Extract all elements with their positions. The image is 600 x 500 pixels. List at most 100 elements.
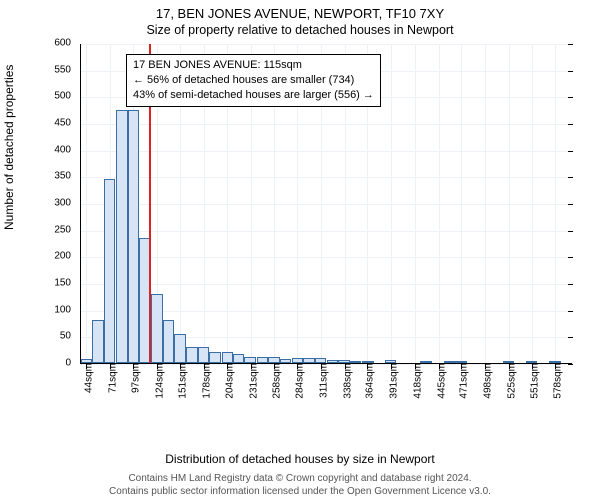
y-tick-label: 400 bbox=[54, 144, 81, 155]
x-tick-label: 471sqm bbox=[453, 363, 470, 399]
histogram-bar bbox=[503, 361, 514, 363]
gridline-h bbox=[81, 124, 572, 125]
gridline-v bbox=[439, 44, 440, 363]
histogram-bar bbox=[268, 357, 279, 363]
x-tick-label: 338sqm bbox=[336, 363, 353, 399]
title-sub: Size of property relative to detached ho… bbox=[0, 21, 600, 37]
y-tick-mark bbox=[568, 311, 573, 312]
y-tick-mark bbox=[568, 337, 573, 338]
y-tick-mark bbox=[568, 231, 573, 232]
histogram-bar bbox=[444, 361, 455, 363]
x-tick-label: 231sqm bbox=[242, 363, 259, 399]
x-tick-label: 311sqm bbox=[312, 363, 329, 398]
y-tick-label: 300 bbox=[54, 198, 81, 209]
histogram-bar bbox=[350, 361, 361, 363]
gridline-v bbox=[86, 44, 87, 363]
y-tick-label: 500 bbox=[54, 91, 81, 102]
y-tick-label: 600 bbox=[54, 38, 81, 49]
x-tick-label: 151sqm bbox=[172, 363, 189, 399]
x-tick-label: 258sqm bbox=[266, 363, 283, 399]
histogram-bar bbox=[128, 110, 139, 363]
histogram-bar bbox=[104, 179, 115, 363]
y-tick-mark bbox=[568, 97, 573, 98]
x-tick-label: 204sqm bbox=[218, 363, 235, 399]
info-box: 17 BEN JONES AVENUE: 115sqm ← 56% of det… bbox=[126, 54, 381, 107]
y-tick-label: 150 bbox=[54, 278, 81, 289]
histogram-bar bbox=[244, 357, 255, 363]
y-tick-mark bbox=[568, 44, 573, 45]
histogram-bar bbox=[385, 360, 396, 363]
histogram-bar bbox=[163, 320, 174, 363]
histogram-bar bbox=[257, 357, 268, 363]
x-tick-label: 498sqm bbox=[477, 363, 494, 399]
histogram-bar bbox=[151, 294, 162, 363]
histogram-bar bbox=[233, 354, 244, 363]
y-axis-label: Number of detached properties bbox=[2, 65, 16, 230]
gridline-h bbox=[81, 177, 572, 178]
histogram-bar bbox=[222, 352, 233, 363]
y-tick-mark bbox=[568, 204, 573, 205]
gridline-h bbox=[81, 231, 572, 232]
histogram-bar bbox=[292, 358, 303, 363]
x-tick-label: 391sqm bbox=[383, 363, 400, 399]
gridline-h bbox=[81, 257, 572, 258]
x-tick-label: 364sqm bbox=[359, 363, 376, 399]
histogram-bar bbox=[338, 360, 349, 363]
gridline-h bbox=[81, 284, 572, 285]
x-tick-label: 71sqm bbox=[101, 363, 118, 393]
histogram-bar bbox=[420, 361, 431, 363]
chart: 05010015020025030035040045050055060044sq… bbox=[38, 44, 578, 424]
gridline-h bbox=[81, 204, 572, 205]
y-tick-mark bbox=[568, 364, 573, 365]
histogram-bar bbox=[81, 359, 92, 363]
y-tick-label: 50 bbox=[60, 331, 81, 342]
info-line-3: 43% of semi-detached houses are larger (… bbox=[133, 88, 374, 103]
y-tick-label: 100 bbox=[54, 304, 81, 315]
y-tick-label: 250 bbox=[54, 224, 81, 235]
y-tick-mark bbox=[568, 257, 573, 258]
gridline-v bbox=[532, 44, 533, 363]
y-tick-mark bbox=[568, 284, 573, 285]
x-tick-label: 44sqm bbox=[78, 363, 95, 393]
x-tick-label: 124sqm bbox=[148, 363, 165, 399]
histogram-bar bbox=[198, 347, 209, 363]
x-tick-label: 578sqm bbox=[547, 363, 564, 399]
histogram-bar bbox=[362, 361, 373, 363]
gridline-v bbox=[461, 44, 462, 363]
y-tick-label: 450 bbox=[54, 118, 81, 129]
gridline-v bbox=[415, 44, 416, 363]
histogram-bar bbox=[315, 358, 326, 363]
gridline-v bbox=[555, 44, 556, 363]
gridline-h bbox=[81, 151, 572, 152]
x-tick-label: 97sqm bbox=[124, 363, 141, 393]
gridline-v bbox=[485, 44, 486, 363]
info-line-1: 17 BEN JONES AVENUE: 115sqm bbox=[133, 58, 374, 73]
gridline-v bbox=[509, 44, 510, 363]
y-tick-label: 200 bbox=[54, 251, 81, 262]
y-tick-mark bbox=[568, 71, 573, 72]
y-tick-mark bbox=[568, 124, 573, 125]
info-line-2: ← 56% of detached houses are smaller (73… bbox=[133, 73, 374, 88]
histogram-bar bbox=[116, 110, 127, 363]
y-tick-mark bbox=[568, 151, 573, 152]
x-tick-label: 418sqm bbox=[406, 363, 423, 399]
histogram-bar bbox=[174, 334, 185, 363]
x-axis-label: Distribution of detached houses by size … bbox=[0, 452, 600, 466]
histogram-bar bbox=[455, 361, 466, 363]
footer-line-1: Contains HM Land Registry data © Crown c… bbox=[0, 473, 600, 486]
histogram-bar bbox=[327, 360, 338, 363]
histogram-bar bbox=[186, 347, 197, 363]
histogram-bar bbox=[209, 352, 220, 363]
histogram-bar bbox=[526, 361, 537, 363]
gridline-h bbox=[81, 44, 572, 45]
footer: Contains HM Land Registry data © Crown c… bbox=[0, 473, 600, 498]
gridline-v bbox=[391, 44, 392, 363]
y-tick-label: 550 bbox=[54, 64, 81, 75]
x-tick-label: 551sqm bbox=[523, 363, 540, 399]
title-main: 17, BEN JONES AVENUE, NEWPORT, TF10 7XY bbox=[0, 0, 600, 21]
y-tick-mark bbox=[568, 177, 573, 178]
x-tick-label: 284sqm bbox=[289, 363, 306, 399]
footer-line-2: Contains public sector information licen… bbox=[0, 486, 600, 499]
x-tick-label: 178sqm bbox=[196, 363, 213, 399]
histogram-bar bbox=[280, 359, 291, 363]
